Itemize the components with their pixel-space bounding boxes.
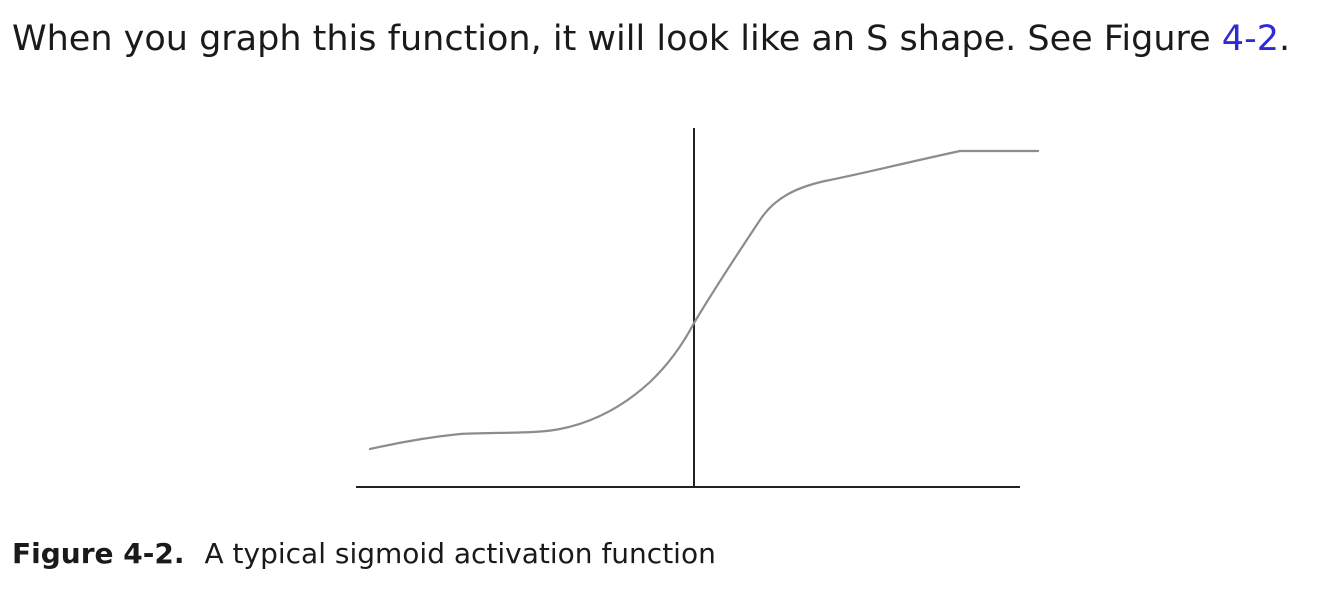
intro-paragraph: When you graph this function, it will lo… xyxy=(12,12,1290,66)
sigmoid-figure xyxy=(350,120,1040,500)
caption-label: Figure 4-2. xyxy=(12,537,185,570)
caption-text: A typical sigmoid activation function xyxy=(204,537,716,570)
intro-text: When you graph this function, it will lo… xyxy=(12,19,1222,59)
figure-reference-link[interactable]: 4-2 xyxy=(1221,19,1279,59)
intro-text-end: . xyxy=(1278,19,1291,59)
sigmoid-curve xyxy=(368,149,1040,451)
figure-caption: Figure 4-2. A typical sigmoid activation … xyxy=(12,532,716,576)
sigmoid-plot xyxy=(356,128,1040,488)
